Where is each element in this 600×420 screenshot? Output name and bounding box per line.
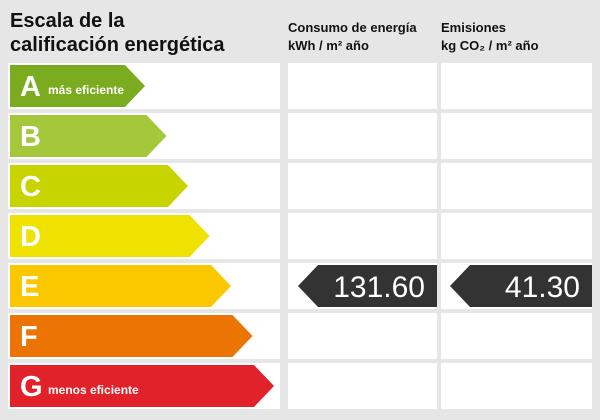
rating-arrow xyxy=(10,65,145,107)
value-arrow xyxy=(298,265,437,307)
title-line: Escala de la xyxy=(10,10,125,32)
value-cell xyxy=(441,163,592,209)
value-cell xyxy=(441,113,592,159)
rating-letter: C xyxy=(20,171,41,203)
value-cell xyxy=(288,363,437,409)
rating-letter: E xyxy=(20,271,39,303)
value-cell xyxy=(288,213,437,259)
column-unit: kg CO₂ / m² año xyxy=(441,38,539,53)
value-text: 41.30 xyxy=(505,271,580,304)
value-cell xyxy=(441,313,592,359)
rating-letter: B xyxy=(20,121,41,153)
rating-label: menos eficiente xyxy=(48,383,139,397)
rating-arrow xyxy=(10,365,274,407)
value-cell xyxy=(441,363,592,409)
rating-letter: A xyxy=(20,71,41,103)
rating-letter: D xyxy=(20,221,41,253)
rating-arrow xyxy=(10,265,231,307)
value-cell xyxy=(288,313,437,359)
rating-label: más eficiente xyxy=(48,83,124,97)
value-cell xyxy=(288,63,437,109)
title-line: calificación energética xyxy=(10,34,225,56)
rating-arrow xyxy=(10,115,167,157)
rating-arrow xyxy=(10,165,188,207)
rating-arrow xyxy=(10,315,253,357)
rating-letter: G xyxy=(20,371,43,403)
value-cell xyxy=(441,63,592,109)
value-cell xyxy=(288,163,437,209)
column-unit: kWh / m² año xyxy=(288,38,369,53)
column-header: Emisiones xyxy=(441,20,506,35)
column-header: Consumo de energía xyxy=(288,20,417,35)
rating-letter: F xyxy=(20,321,38,353)
value-text: 131.60 xyxy=(333,271,425,304)
value-arrow xyxy=(450,265,592,307)
rating-arrow xyxy=(10,215,210,257)
value-cell xyxy=(441,213,592,259)
value-cell xyxy=(288,113,437,159)
